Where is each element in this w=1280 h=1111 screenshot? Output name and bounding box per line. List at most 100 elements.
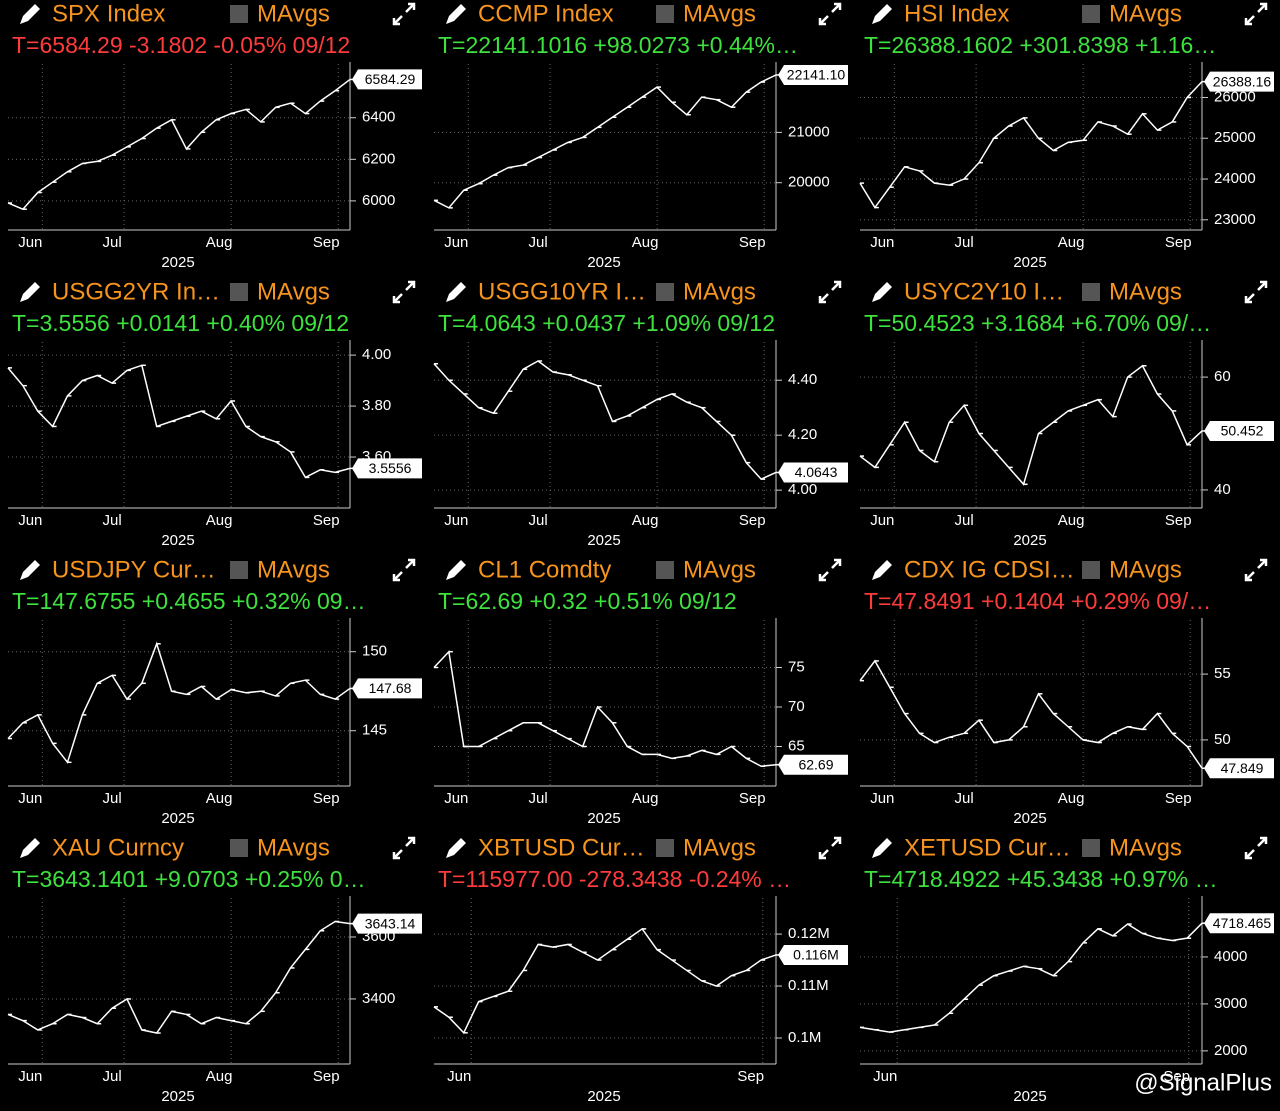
y-tick-label: 3000 — [1214, 995, 1247, 1012]
chart-title: USGG2YR In… — [52, 278, 220, 305]
x-tick-label: Jul — [954, 512, 973, 529]
x-tick-label: Sep — [739, 790, 766, 807]
legend-label: MAvgs — [683, 0, 756, 27]
x-tick-label: Jul — [102, 234, 121, 251]
x-tick-label: Jun — [870, 234, 894, 251]
chart-title: XETUSD Cur… — [904, 834, 1071, 861]
y-tick-label: 3400 — [362, 990, 395, 1007]
watermark: @SignalPlus — [1134, 1069, 1272, 1096]
x-tick-label: Jul — [102, 790, 121, 807]
y-tick-label: 20000 — [788, 174, 830, 191]
pencil-icon — [20, 282, 40, 302]
chart-title: USYC2Y10 I… — [904, 278, 1064, 305]
quote-line: T=6584.29 -3.1802 -0.05% 09/12 — [12, 32, 350, 58]
last-price-label: 147.68 — [369, 680, 412, 696]
x-axis-label: 2025 — [1013, 1088, 1046, 1105]
y-tick-label: 6400 — [362, 109, 395, 126]
chart-title: XAU Curncy — [52, 834, 184, 861]
x-tick-label: Aug — [1058, 234, 1085, 251]
price-line — [433, 650, 777, 768]
pencil-icon — [872, 560, 892, 580]
last-price-label: 0.116M — [793, 947, 839, 963]
y-tick-label: 50 — [1214, 731, 1231, 748]
legend-swatch — [230, 5, 248, 23]
last-price-tag — [352, 458, 422, 479]
legend-swatch — [656, 5, 674, 23]
x-axis-label: 2025 — [587, 810, 620, 827]
quote-line: T=4.0643 +0.0437 +1.09% 09/12 — [438, 310, 775, 336]
pencil-icon — [872, 838, 892, 858]
x-axis-label: 2025 — [161, 810, 194, 827]
y-tick-label: 4.20 — [788, 426, 817, 443]
expand-icon — [818, 836, 842, 860]
x-axis-label: 2025 — [587, 1088, 620, 1105]
quote-line: T=147.6755 +0.4655 +0.32% 09… — [12, 588, 366, 614]
last-price-label: 22141.10 — [787, 67, 846, 83]
x-tick-label: Jul — [528, 234, 547, 251]
y-tick-label: 40 — [1214, 481, 1231, 498]
last-price-tag — [352, 69, 422, 90]
chart-title: HSI Index — [904, 0, 1009, 27]
x-tick-label: Jun — [18, 234, 42, 251]
expand-icon — [1244, 558, 1268, 582]
expand-icon — [818, 2, 842, 26]
y-tick-label: 6000 — [362, 192, 395, 209]
last-price-tag — [778, 944, 848, 965]
y-tick-label: 75 — [788, 658, 805, 675]
price-line — [859, 81, 1203, 209]
y-tick-label: 55 — [1214, 665, 1231, 682]
legend-swatch — [656, 561, 674, 579]
quote-line: T=3643.1401 +9.0703 +0.25% 0… — [12, 866, 366, 892]
last-price-label: 3643.14 — [365, 915, 416, 931]
x-axis-label: 2025 — [1013, 532, 1046, 549]
x-axis-label: 2025 — [161, 532, 194, 549]
x-tick-label: Sep — [1163, 1068, 1190, 1085]
legend-label: MAvgs — [257, 556, 330, 583]
pencil-icon — [20, 560, 40, 580]
x-tick-label: Jun — [444, 790, 468, 807]
x-tick-label: Jul — [102, 512, 121, 529]
x-axis-label: 2025 — [587, 532, 620, 549]
legend-swatch — [230, 283, 248, 301]
x-tick-label: Sep — [313, 790, 340, 807]
pencil-icon — [446, 4, 466, 24]
quote-line: T=47.8491 +0.1404 +0.29% 09/… — [864, 588, 1211, 614]
x-tick-label: Jun — [18, 790, 42, 807]
y-tick-label: 24000 — [1214, 170, 1256, 187]
y-tick-label: 2000 — [1214, 1042, 1247, 1059]
x-tick-label: Aug — [632, 512, 659, 529]
x-axis-label: 2025 — [587, 254, 620, 271]
expand-icon — [392, 2, 416, 26]
y-tick-label: 0.1M — [788, 1029, 821, 1046]
last-price-tag — [1204, 420, 1274, 441]
price-line — [433, 360, 777, 481]
pencil-icon — [20, 838, 40, 858]
last-price-label: 62.69 — [798, 756, 833, 772]
legend-label: MAvgs — [1109, 0, 1182, 27]
y-tick-label: 150 — [362, 643, 387, 660]
pencil-icon — [446, 838, 466, 858]
y-tick-label: 4.40 — [788, 371, 817, 388]
chart-title: USGG10YR I… — [478, 278, 646, 305]
last-price-label: 3.5556 — [369, 460, 412, 476]
x-tick-label: Jul — [954, 790, 973, 807]
x-tick-label: Sep — [313, 1068, 340, 1085]
chart-title: USDJPY Cur… — [52, 556, 216, 583]
legend-label: MAvgs — [683, 556, 756, 583]
price-line — [7, 364, 351, 479]
last-price-label: 4718.465 — [1213, 915, 1272, 931]
chart-title: XBTUSD Cur… — [478, 834, 645, 861]
expand-icon — [818, 280, 842, 304]
x-tick-label: Sep — [313, 512, 340, 529]
legend-swatch — [230, 839, 248, 857]
y-tick-label: 4000 — [1214, 948, 1247, 965]
y-tick-label: 23000 — [1214, 211, 1256, 228]
last-price-tag — [778, 64, 848, 85]
x-tick-label: Sep — [1165, 512, 1192, 529]
expand-icon — [1244, 280, 1268, 304]
x-tick-label: Jul — [528, 512, 547, 529]
price-line — [859, 364, 1203, 486]
x-tick-label: Aug — [206, 1068, 233, 1085]
quote-line: T=4718.4922 +45.3438 +0.97% … — [864, 866, 1218, 892]
last-price-label: 6584.29 — [365, 71, 416, 87]
